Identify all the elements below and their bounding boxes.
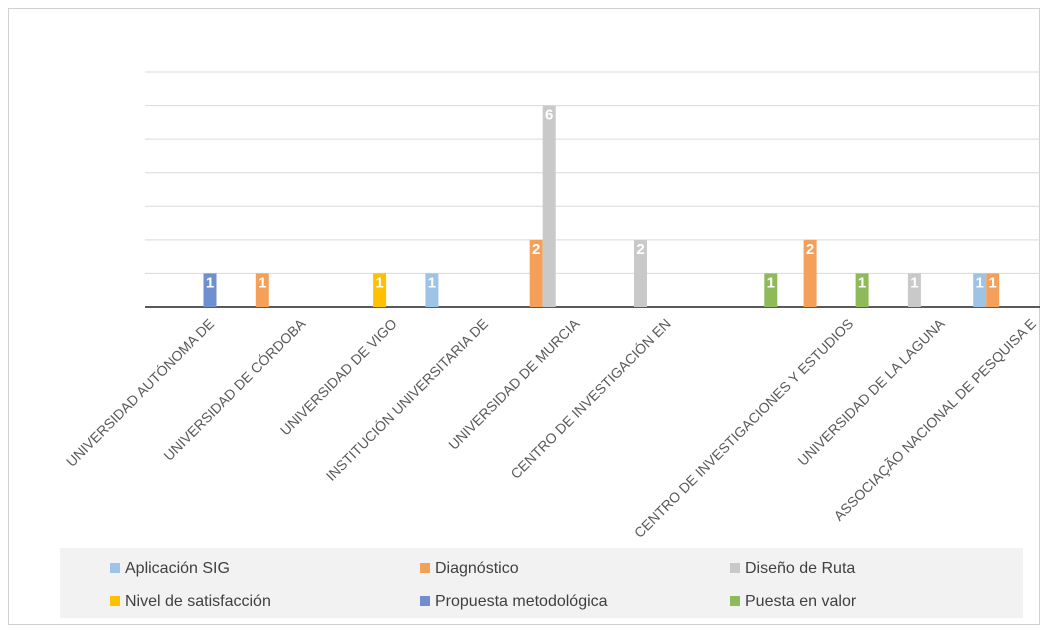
legend-swatch: [730, 563, 740, 573]
data-label: 1: [976, 274, 984, 291]
bar: [973, 273, 987, 307]
legend-label: Aplicación SIG: [125, 560, 230, 577]
bar: [203, 273, 217, 307]
bar: [634, 239, 647, 307]
data-label: 1: [910, 274, 918, 291]
legend-swatch: [730, 596, 740, 606]
bar: [855, 273, 869, 307]
legend-swatch: [110, 596, 120, 606]
legend-box: [60, 548, 1023, 618]
data-label: 1: [989, 274, 997, 291]
legend-label: Puesta en valor: [745, 593, 857, 610]
legend-label: Nivel de satisfacción: [125, 593, 271, 610]
data-label: 1: [767, 274, 775, 291]
bar: [907, 273, 921, 307]
legend-swatch: [420, 596, 430, 606]
data-label: 1: [428, 274, 436, 291]
bar: [425, 273, 439, 307]
bar: [764, 273, 778, 307]
data-label: 6: [545, 107, 553, 124]
data-label: 2: [532, 241, 540, 258]
legend-label: Diagnóstico: [435, 560, 519, 577]
data-label: 2: [636, 241, 644, 258]
bar: [373, 273, 387, 307]
data-label: 1: [375, 274, 383, 291]
legend-label: Diseño de Ruta: [745, 560, 855, 577]
data-label: 1: [258, 274, 266, 291]
chart-frame: [8, 8, 1040, 625]
data-label: 1: [858, 274, 866, 291]
bar: [803, 239, 817, 307]
bar: [529, 239, 543, 307]
bar: [255, 273, 269, 307]
bar: [986, 273, 1000, 307]
legend-swatch: [110, 563, 120, 573]
bar: [542, 105, 556, 307]
data-label: 1: [206, 274, 214, 291]
legend-label: Propuesta metodológica: [435, 593, 608, 610]
data-label: 2: [806, 241, 814, 258]
legend-swatch: [420, 563, 430, 573]
